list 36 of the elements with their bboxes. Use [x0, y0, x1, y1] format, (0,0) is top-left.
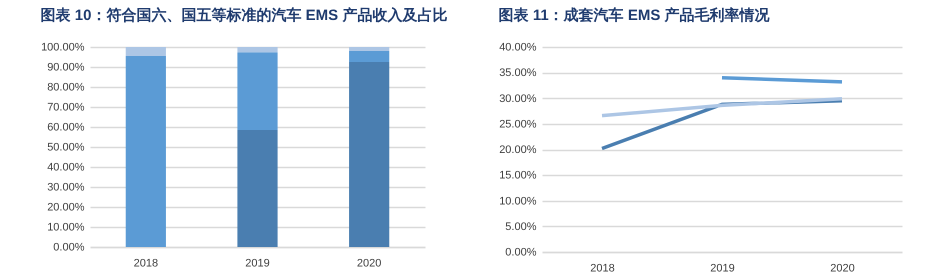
y-tick-label: 40.00%: [499, 42, 537, 54]
y-tick-label: 30.00%: [499, 92, 537, 105]
y-tick-label: 40.00%: [47, 162, 85, 174]
bar: [349, 51, 390, 62]
bar: [237, 130, 278, 247]
y-tick-label: 5.00%: [505, 220, 537, 233]
y-tick-label: 20.00%: [47, 202, 85, 214]
y-tick-label: 10.00%: [499, 195, 537, 208]
bar: [126, 47, 166, 56]
y-tick-label: 0.00%: [53, 242, 85, 254]
x-tick-label: 2020: [830, 262, 855, 274]
bar: [349, 62, 390, 247]
bar: [237, 47, 278, 52]
y-tick-label: 70.00%: [47, 102, 85, 114]
y-tick-label: 25.00%: [499, 118, 537, 130]
y-tick-label: 0.00%: [505, 246, 537, 258]
x-tick-label: 2018: [590, 262, 615, 274]
x-tick-label: 2018: [134, 258, 158, 270]
x-tick-label: 2019: [245, 258, 270, 270]
y-tick-label: 100.00%: [41, 42, 85, 54]
y-tick-label: 35.00%: [499, 67, 537, 80]
y-tick-label: 20.00%: [499, 144, 537, 156]
bar: [237, 52, 278, 130]
y-tick-label: 80.00%: [47, 82, 85, 94]
y-tick-label: 10.00%: [47, 222, 85, 234]
x-tick-label: 2019: [710, 262, 735, 274]
x-tick-label: 2020: [356, 258, 382, 270]
bar: [349, 47, 390, 51]
chart-title: 图表 11：成套汽车 EMS 产品毛利率情况: [498, 6, 771, 24]
bar: [126, 56, 166, 247]
chart-title: 图表 10：符合国六、国五等标准的汽车 EMS 产品收入及占比: [40, 6, 448, 24]
y-tick-label: 60.00%: [47, 122, 85, 134]
y-tick-label: 30.00%: [47, 182, 85, 194]
y-tick-label: 90.00%: [47, 62, 85, 74]
y-tick-label: 50.00%: [47, 142, 85, 154]
y-tick-label: 15.00%: [499, 170, 537, 182]
